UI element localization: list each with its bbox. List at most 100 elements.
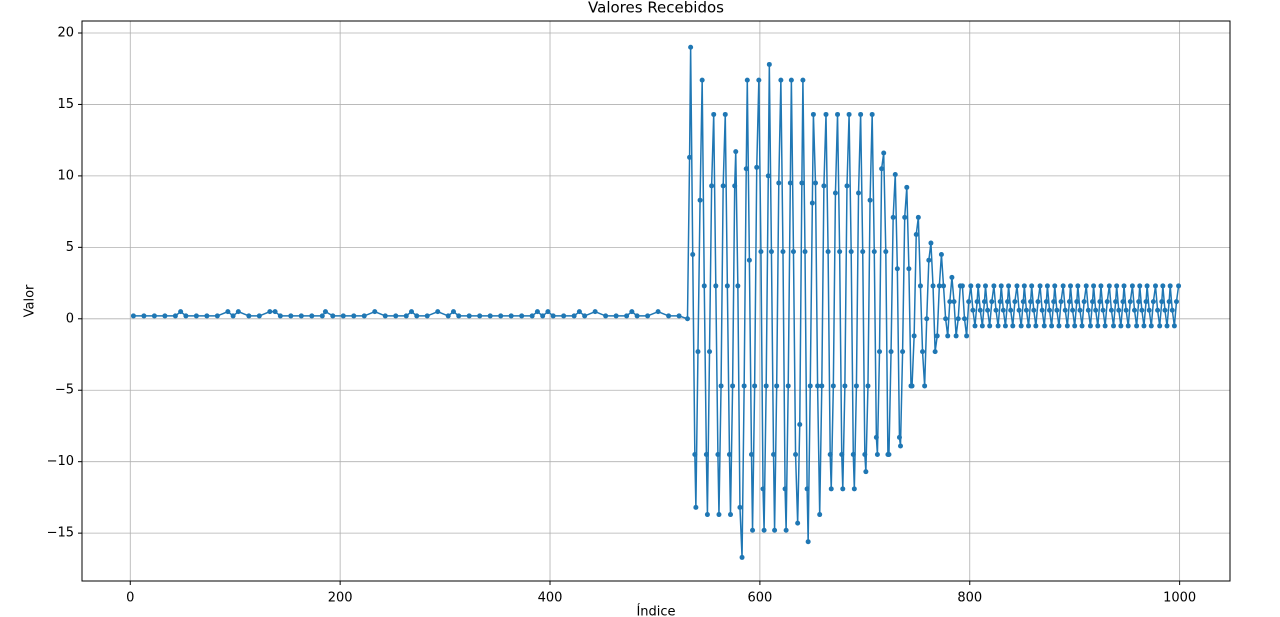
- data-point: [936, 283, 942, 289]
- data-point: [1118, 323, 1124, 329]
- data-point: [886, 452, 892, 458]
- data-point: [825, 249, 831, 255]
- data-point: [785, 383, 791, 389]
- data-point: [890, 214, 896, 220]
- data-point: [716, 512, 722, 518]
- data-point: [519, 313, 525, 319]
- data-point: [804, 486, 810, 492]
- data-point: [1066, 299, 1072, 305]
- data-point: [932, 349, 938, 355]
- data-point: [850, 452, 856, 458]
- data-point: [718, 383, 724, 389]
- data-point: [900, 349, 906, 355]
- data-point: [851, 486, 857, 492]
- data-point: [846, 111, 852, 117]
- data-point: [204, 313, 210, 319]
- data-point: [1116, 307, 1122, 313]
- data-point: [1144, 283, 1150, 289]
- data-point: [1139, 307, 1145, 313]
- data-point: [928, 240, 934, 246]
- data-point: [1087, 323, 1093, 329]
- data-point: [1108, 307, 1114, 313]
- chart-title: Valores Recebidos: [588, 0, 724, 17]
- data-point: [904, 184, 910, 190]
- data-point: [445, 313, 451, 319]
- data-point: [1010, 323, 1016, 329]
- data-point: [858, 111, 864, 117]
- data-point: [739, 554, 745, 560]
- data-point: [1031, 307, 1037, 313]
- data-point: [968, 283, 974, 289]
- data-point: [424, 313, 430, 319]
- y-tick-label: 10: [57, 168, 74, 183]
- data-point: [676, 313, 682, 319]
- data-point: [853, 383, 859, 389]
- data-point: [760, 486, 766, 492]
- data-point: [1044, 283, 1050, 289]
- data-point: [1002, 323, 1008, 329]
- x-tick-label: 800: [957, 591, 982, 606]
- data-point: [687, 154, 693, 160]
- data-point: [981, 299, 987, 305]
- data-point: [629, 309, 635, 315]
- data-point: [998, 283, 1004, 289]
- data-point: [1137, 283, 1143, 289]
- data-point: [709, 183, 715, 189]
- data-point: [319, 313, 325, 319]
- data-point: [1100, 307, 1106, 313]
- data-point: [821, 183, 827, 189]
- data-point: [743, 166, 749, 172]
- data-point: [989, 299, 995, 305]
- data-point: [1006, 283, 1012, 289]
- data-point: [1127, 299, 1133, 305]
- data-point: [361, 313, 367, 319]
- data-point: [715, 452, 721, 458]
- data-point: [151, 313, 157, 319]
- data-point: [1164, 323, 1170, 329]
- data-point: [993, 307, 999, 313]
- data-point: [1114, 283, 1120, 289]
- y-axis-label: Valor: [23, 284, 38, 317]
- data-point: [1123, 307, 1129, 313]
- data-point: [1106, 283, 1112, 289]
- data-point: [666, 313, 672, 319]
- data-point: [1111, 323, 1117, 329]
- x-tick-label: 0: [126, 591, 134, 606]
- data-point: [809, 200, 815, 206]
- data-point: [1159, 299, 1165, 305]
- data-point: [862, 452, 868, 458]
- data-point: [726, 452, 732, 458]
- data-point: [898, 443, 904, 449]
- data-point: [1037, 283, 1043, 289]
- data-point: [550, 313, 556, 319]
- data-point: [540, 313, 546, 319]
- data-point: [1056, 323, 1062, 329]
- data-point: [193, 313, 199, 319]
- data-point: [877, 349, 883, 355]
- data-point: [863, 469, 869, 475]
- data-point: [1104, 299, 1110, 305]
- data-point: [750, 527, 756, 533]
- data-point: [351, 313, 357, 319]
- data-point: [720, 183, 726, 189]
- data-point: [953, 333, 959, 339]
- data-point: [966, 299, 972, 305]
- data-point: [561, 313, 567, 319]
- data-point: [1005, 299, 1011, 305]
- data-point: [1121, 283, 1127, 289]
- data-point: [787, 180, 793, 186]
- data-point: [805, 539, 811, 545]
- data-point: [703, 452, 709, 458]
- data-point: [1029, 283, 1035, 289]
- data-point: [985, 307, 991, 313]
- data-point: [865, 383, 871, 389]
- data-point: [414, 313, 420, 319]
- data-point: [873, 434, 879, 440]
- data-point: [924, 316, 930, 322]
- data-point: [922, 383, 928, 389]
- data-point: [874, 452, 880, 458]
- data-point: [624, 313, 630, 319]
- data-point: [1058, 299, 1064, 305]
- data-point: [835, 111, 841, 117]
